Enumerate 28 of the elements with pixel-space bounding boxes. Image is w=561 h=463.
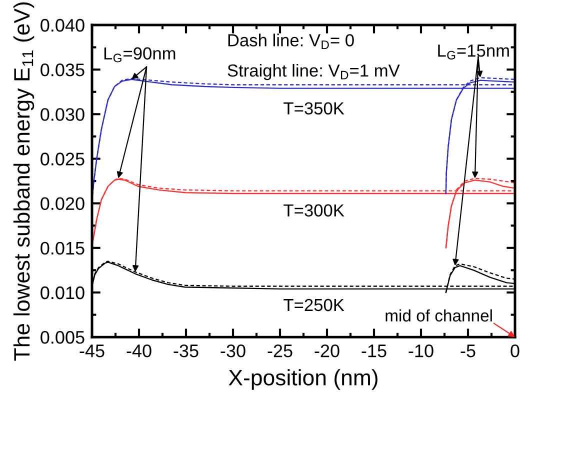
- x-tick-label: 0: [510, 344, 520, 358]
- y-tick-label: 0.010: [40, 286, 84, 300]
- y-tick-label: 0.030: [40, 108, 84, 121]
- x-tick-label: -45: [80, 344, 104, 358]
- annotation: T=250K: [284, 298, 344, 312]
- y-tick-label: 0.005: [40, 331, 84, 344]
- annotation: mid of channel: [386, 309, 492, 322]
- annotation: L$_{G}$=90nm: [104, 47, 176, 62]
- y-tick-label: 0.015: [40, 242, 84, 255]
- y-tick-label: 0.035: [40, 64, 84, 76]
- annotation: Dash line: V$_{D}$= 0: [228, 34, 354, 49]
- x-axis-title: X-position (nm): [228, 369, 378, 390]
- annotation: L$_{G}$=15nm: [438, 44, 509, 60]
- x-tick-label: -15: [362, 344, 386, 358]
- y-tick-label: 0.040: [40, 18, 84, 32]
- x-tick-label: -30: [220, 344, 246, 358]
- x-tick-label: -40: [126, 344, 152, 358]
- annotation: T=350K: [284, 102, 344, 115]
- y-tick-label: 0.025: [40, 152, 84, 166]
- x-tick-label: -10: [408, 344, 434, 358]
- x-tick-label: -25: [268, 344, 292, 358]
- annotation: Straight line: V$_{D}$=1 mV: [228, 64, 400, 80]
- y-tick-label: 0.020: [40, 197, 84, 210]
- annotation: T=300K: [284, 204, 344, 217]
- x-tick-label: -20: [314, 344, 340, 358]
- x-tick-label: -35: [174, 344, 198, 358]
- x-tick-label: -5: [460, 344, 476, 358]
- y-axis-title: The lowest subband energy E$_{11}$ (eV): [13, 2, 34, 361]
